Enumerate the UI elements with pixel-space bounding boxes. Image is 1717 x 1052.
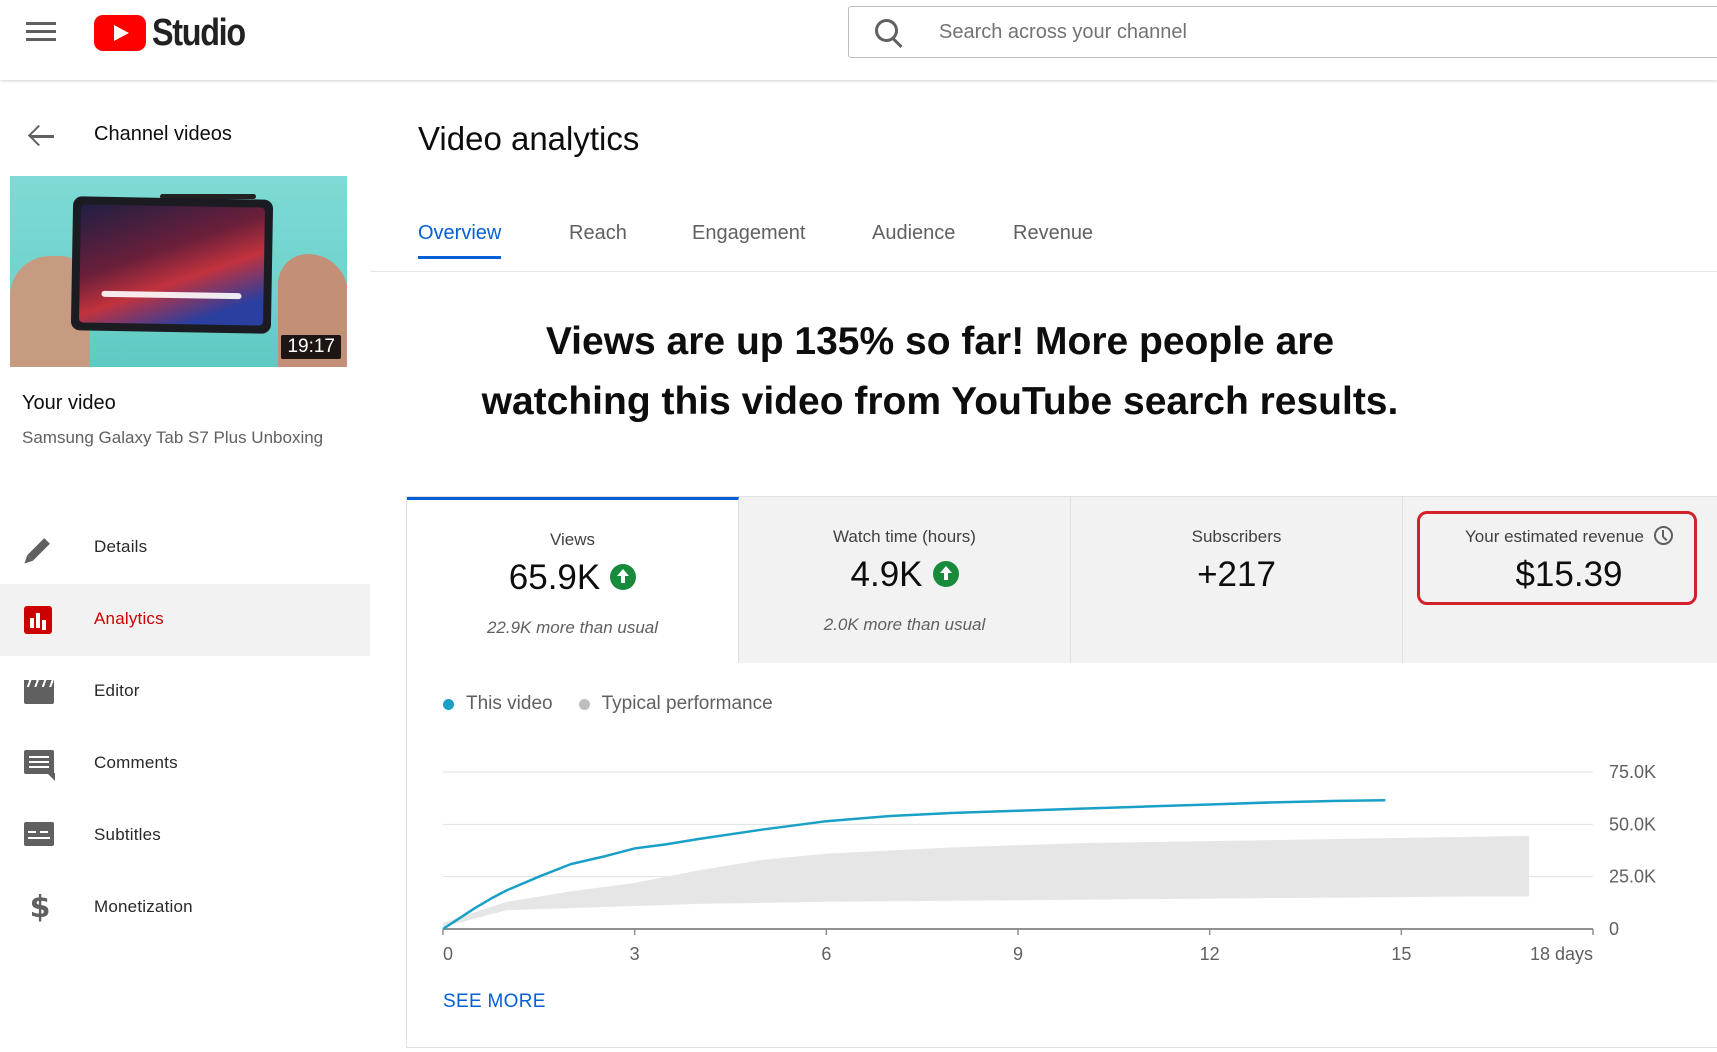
clock-icon[interactable]: [1653, 526, 1673, 546]
metric-label: Watch time (hours): [833, 527, 976, 546]
thumbnail-tablet: [70, 196, 274, 334]
sidebar-item-subtitles[interactable]: Subtitles: [0, 800, 370, 872]
back-label[interactable]: Channel videos: [94, 123, 232, 145]
see-more-link[interactable]: SEE MORE: [443, 991, 546, 1012]
chart-legend: This video Typical performance: [443, 693, 799, 715]
sidebar-item-editor[interactable]: Editor: [0, 656, 370, 728]
trend-up-icon: [932, 560, 959, 587]
logo-text: Studio: [152, 11, 246, 54]
tab-bar: [370, 200, 1717, 272]
search-icon[interactable]: [873, 17, 919, 47]
this-video-line: [442, 799, 1386, 931]
sidebar-item-comments[interactable]: Comments: [0, 728, 370, 800]
tab-reach[interactable]: Reach: [569, 222, 627, 244]
top-bar: Studio: [0, 0, 1717, 80]
metric-value: $15.39: [1515, 555, 1623, 594]
video-title: Samsung Galaxy Tab S7 Plus Unboxing: [22, 428, 324, 447]
tab-revenue[interactable]: Revenue: [1013, 222, 1094, 244]
video-duration-badge: 19:17: [281, 335, 341, 359]
menu-icon[interactable]: [26, 22, 56, 46]
arrow-back-icon[interactable]: [28, 124, 54, 148]
tab-engagement[interactable]: Engagement: [692, 222, 806, 244]
x-tick-label: 15: [1391, 944, 1411, 964]
youtube-play-icon: [94, 15, 146, 51]
overview-card: Views 65.9K 22.9K more than usual Watch …: [406, 496, 1717, 1048]
analytics-icon: [24, 606, 52, 634]
metric-label: Subscribers: [1191, 527, 1282, 546]
x-tick-label: 6: [821, 944, 831, 964]
highlight-box: [1417, 511, 1697, 605]
thumbnail-tablet-screen: [78, 204, 266, 326]
metric-label: Views: [549, 530, 596, 549]
trend-up-icon: [610, 563, 637, 590]
x-tick-label: 0: [443, 944, 453, 964]
metric-comparison: 22.9K more than usual: [486, 618, 659, 637]
back-to-channel-videos[interactable]: Channel videos: [0, 110, 370, 160]
metric-label-text: Your estimated revenue: [1465, 527, 1644, 546]
legend-label: This video: [466, 693, 553, 714]
sidebar-item-monetization[interactable]: $ Monetization: [0, 872, 370, 944]
your-video-label: Your video: [22, 392, 116, 414]
sidebar-item-label: Editor: [94, 681, 140, 700]
x-tick-label: 18 days: [1530, 944, 1593, 964]
sidebar-item-label: Details: [94, 537, 148, 556]
x-tick-label: 3: [630, 944, 640, 964]
sidebar-item-label: Comments: [94, 753, 178, 772]
tab-audience[interactable]: Audience: [872, 222, 956, 244]
sidebar-item-details[interactable]: Details: [0, 512, 370, 584]
metric-watch-time[interactable]: Watch time (hours) 4.9K 2.0K more than u…: [739, 497, 1071, 663]
metric-comparison: 2.0K more than usual: [823, 615, 986, 634]
sidebar: Channel videos 19:17 Your video Samsung …: [0, 80, 370, 1052]
clapperboard-icon: [24, 680, 54, 704]
legend-label: Typical performance: [601, 693, 773, 714]
legend-item-typical: Typical performance: [578, 693, 773, 715]
search-input[interactable]: [939, 20, 1639, 44]
sidebar-item-label: Subtitles: [94, 825, 162, 844]
video-thumbnail[interactable]: 19:17: [10, 176, 347, 367]
x-tick-label: 12: [1200, 944, 1220, 964]
metric-label: Your estimated revenue: [1403, 526, 1717, 547]
thumbnail-search-bar: [101, 290, 242, 300]
tab-overview[interactable]: Overview: [418, 222, 502, 270]
legend-dot: [443, 698, 454, 710]
metric-value: 65.9K: [407, 558, 738, 598]
insight-headline: Views are up 135% so far! More people ar…: [481, 320, 1399, 423]
studio-logo[interactable]: Studio: [94, 11, 261, 54]
comment-icon: [24, 750, 55, 781]
thumbnail-stylus: [160, 194, 256, 199]
metric-value: 4.9K: [739, 555, 1070, 595]
subtitles-icon: [24, 822, 54, 846]
metric-value: +217: [1197, 555, 1276, 594]
main-content: Video analytics Overview Reach Engagemen…: [370, 80, 1717, 1052]
page-title: Video analytics: [418, 120, 640, 157]
legend-dot: [578, 698, 590, 710]
x-tick-label: 9: [1013, 944, 1023, 964]
metric-views[interactable]: Views 65.9K 22.9K more than usual: [407, 497, 739, 663]
metric-value-text: 65.9K: [508, 558, 601, 597]
pencil-icon: [19, 527, 61, 569]
y-tick-label: 50.0K: [1609, 814, 1656, 834]
y-tick-label: 75.0K: [1609, 762, 1656, 782]
metric-subscribers[interactable]: Subscribers +217: [1071, 497, 1403, 663]
typical-performance-band: [443, 835, 1530, 927]
dollar-icon: $: [29, 890, 51, 925]
legend-item-this-video: This video: [443, 693, 553, 715]
views-chart: 0 25.0K 50.0K 75.0K 0 3 6 9 12 15 18 days: [442, 762, 1656, 964]
y-tick-label: 25.0K: [1609, 867, 1656, 887]
sidebar-item-label: Analytics: [94, 609, 164, 628]
metric-estimated-revenue[interactable]: Your estimated revenue $15.39: [1403, 497, 1717, 663]
sidebar-item-label: Monetization: [94, 897, 193, 916]
y-tick-label: 0: [1609, 919, 1619, 939]
search-bar[interactable]: [848, 6, 1717, 58]
sidebar-item-analytics[interactable]: Analytics: [0, 584, 370, 656]
metric-value-text: 4.9K: [850, 555, 923, 594]
